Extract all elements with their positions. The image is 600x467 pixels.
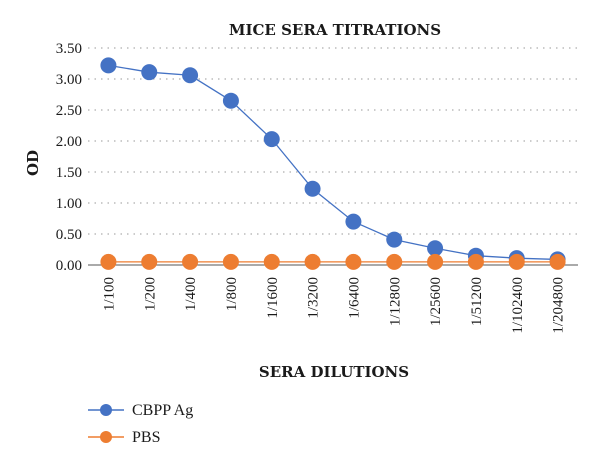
x-tick-label: 1/12800 (387, 277, 403, 326)
legend-label: PBS (132, 429, 160, 446)
x-tick-label: 1/51200 (469, 277, 485, 326)
x-tick-label: 1/102400 (510, 277, 526, 334)
data-point (386, 231, 403, 248)
y-tick-label: 1.50 (56, 165, 82, 181)
x-axis-ticks: 1/100 1/200 1/400 1/800 1/1600 1/3200 1/6400 1/… (101, 277, 566, 334)
data-point (427, 240, 444, 257)
data-point (141, 253, 158, 270)
gridlines (88, 47, 578, 235)
data-point (222, 253, 239, 270)
y-axis-title: OD (24, 150, 42, 176)
y-tick-label: 3.00 (56, 72, 82, 88)
data-point (508, 253, 525, 270)
x-tick-label: 1/200 (142, 277, 158, 311)
data-point (345, 213, 362, 230)
x-tick-label: 1/6400 (346, 277, 362, 319)
y-tick-label: 3.50 (56, 41, 82, 57)
data-point (304, 180, 321, 197)
x-tick-label: 1/1600 (265, 277, 281, 319)
data-point (427, 253, 444, 270)
legend-item: PBS (88, 429, 160, 446)
x-tick-label: 1/25600 (428, 277, 444, 326)
data-point (222, 92, 239, 109)
x-tick-label: 1/400 (183, 277, 199, 311)
data-point (100, 253, 117, 270)
legend-marker (100, 404, 112, 416)
data-point (386, 253, 403, 270)
data-point (182, 253, 199, 270)
series-0 (100, 57, 566, 268)
y-axis-ticks: 0.00 0.50 1.00 1.50 2.00 2.50 3.00 3.50 (56, 41, 82, 274)
series-line (108, 64, 558, 261)
data-point (549, 253, 566, 270)
x-tick-label: 1/800 (224, 277, 240, 311)
data-point (182, 67, 199, 84)
y-tick-label: 2.00 (56, 134, 82, 150)
series-1 (100, 253, 566, 270)
x-axis-title: SERA DILUTIONS (259, 363, 409, 381)
x-tick-label: 1/100 (101, 277, 117, 311)
legend-marker (100, 431, 112, 443)
x-tick-label: 1/3200 (306, 277, 322, 319)
y-tick-label: 0.50 (56, 227, 82, 243)
y-tick-label: 1.00 (56, 196, 82, 212)
chart-title: MICE SERA TITRATIONS (229, 21, 441, 39)
y-tick-label: 2.50 (56, 103, 82, 119)
y-tick-label: 0.00 (56, 258, 82, 274)
data-point (100, 57, 117, 74)
legend-label: CBPP Ag (132, 402, 193, 419)
data-point (467, 253, 484, 270)
data-point (141, 64, 158, 81)
data-point (263, 253, 280, 270)
legend: CBPP Ag PBS (88, 402, 193, 446)
data-point (345, 253, 362, 270)
x-tick-label: 1/204800 (551, 277, 567, 334)
data-point (263, 131, 280, 148)
data-point (304, 253, 321, 270)
series (100, 57, 566, 270)
legend-item: CBPP Ag (88, 402, 193, 419)
